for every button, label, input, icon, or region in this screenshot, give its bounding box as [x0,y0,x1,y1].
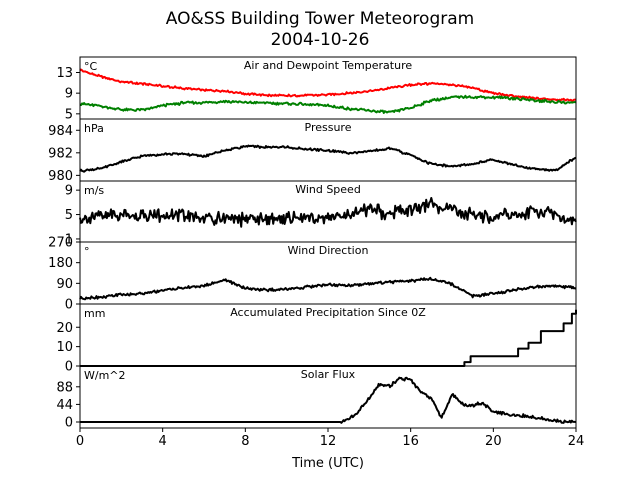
y-tick-label: 20 [56,321,73,336]
y-tick-label: 88 [56,380,73,395]
y-tick-label: 9 [65,87,73,102]
figure-title: AO&SS Building Tower Meteorogram [166,9,474,29]
panel-title: Wind Speed [295,183,361,196]
x-tick-label: 20 [485,434,502,449]
x-tick-label: 4 [159,434,167,449]
x-tick-label: 8 [241,434,249,449]
series-line-5-1 [80,309,577,367]
y-tick-label: 90 [56,277,73,292]
panel-title: Solar Flux [301,368,356,381]
y-tick-label: 5 [65,107,73,122]
y-tick-label: 0 [65,416,73,431]
y-tick-label: 982 [48,146,73,161]
series-line-3-1 [79,197,577,228]
y-tick-label: 5 [65,208,73,223]
y-tick-label: 0 [65,298,73,313]
panels: 5 9 13 °C Air and Dewpoint Temperature 980 982… [48,56,577,432]
panel-unit-label: W/m^2 [84,369,126,382]
y-tick-label: 980 [48,169,73,184]
y-tick-label: 984 [48,124,73,139]
panel-title: Wind Direction [288,244,369,257]
figure-subtitle-date: 2004-10-26 [271,30,370,50]
x-axis-label: Time (UTC) [291,456,364,471]
series-line-6-1 [80,376,577,424]
series-line-1-1 [79,68,577,102]
x-tick-label: 24 [568,434,585,449]
panel-2: 980 982 984 hPa Pressure [48,118,577,184]
y-tick-label: 180 [48,256,73,271]
panel-unit-label: hPa [84,122,104,135]
panel-3: 1 5 9 m/s Wind Speed [65,180,577,247]
panel-1: 5 9 13 °C Air and Dewpoint Temperature [56,56,577,122]
series-line-1-2 [79,94,577,114]
y-tick-label: 1 [65,232,73,247]
panel-unit-label: m/s [84,184,104,197]
panel-unit-label: ° [84,245,90,258]
series-line-4-1 [79,276,577,301]
x-tick-label: 0 [76,434,84,449]
panel-title: Accumulated Precipitation Since 0Z [230,306,426,319]
x-axis: 0 4 8 12 16 20 24 [76,434,584,449]
y-tick-label: 9 [65,184,73,199]
y-tick-label: 10 [56,340,73,355]
y-tick-label: 13 [56,66,73,81]
x-tick-label: 12 [320,434,337,449]
panel-unit-label: °C [84,60,98,73]
panel-4: 0 90 180 270 ° Wind Direction [48,236,577,313]
panel-title: Pressure [305,121,352,134]
panel-6: 0 44 88 W/m^2 Solar Flux [56,365,577,432]
series-line-2-1 [79,144,577,173]
y-tick-label: 44 [56,398,73,413]
panel-5: 0 10 20 mm Accumulated Precipitation Since 0… [56,303,577,375]
y-tick-label: 270 [48,236,73,251]
y-tick-label: 0 [65,360,73,375]
x-tick-label: 16 [402,434,419,449]
panel-title: Air and Dewpoint Temperature [244,59,412,72]
panel-unit-label: mm [84,307,105,320]
